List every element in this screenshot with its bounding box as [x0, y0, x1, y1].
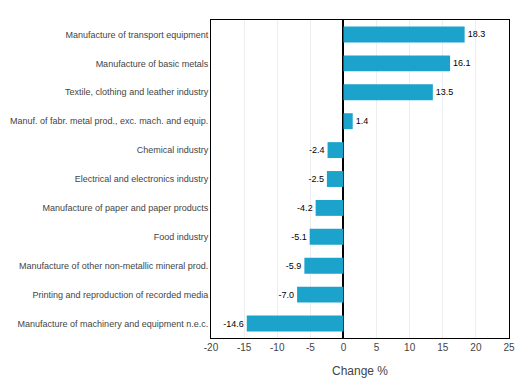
- svg-text:15: 15: [437, 342, 449, 353]
- svg-text:25: 25: [503, 342, 515, 353]
- svg-text:1.4: 1.4: [356, 116, 369, 126]
- svg-text:-2.5: -2.5: [308, 174, 324, 184]
- svg-text:-15: -15: [237, 342, 252, 353]
- svg-text:Electrical and electronics ind: Electrical and electronics industry: [75, 174, 209, 184]
- svg-text:-7.0: -7.0: [279, 290, 295, 300]
- svg-text:Printing and reproduction of r: Printing and reproduction of recorded me…: [33, 290, 209, 300]
- svg-text:16.1: 16.1: [453, 58, 471, 68]
- svg-text:Manufacture of transport equip: Manufacture of transport equipment: [66, 30, 209, 40]
- svg-text:Manufacture of machinery and e: Manufacture of machinery and equipment n…: [18, 319, 209, 329]
- svg-text:Manufacture of basic metals: Manufacture of basic metals: [96, 59, 209, 69]
- svg-text:Manufacture of other non-metal: Manufacture of other non-metallic minera…: [19, 261, 208, 271]
- svg-text:5: 5: [374, 342, 380, 353]
- svg-text:0: 0: [341, 342, 347, 353]
- svg-text:Manuf. of fabr. metal prod., e: Manuf. of fabr. metal prod., exc. mach. …: [10, 116, 208, 126]
- svg-text:Change %: Change %: [332, 364, 388, 378]
- svg-text:-5.1: -5.1: [291, 232, 307, 242]
- svg-text:Textile, clothing and leather: Textile, clothing and leather industry: [65, 87, 209, 97]
- svg-text:-10: -10: [270, 342, 285, 353]
- svg-text:20: 20: [470, 342, 482, 353]
- svg-text:13.5: 13.5: [436, 87, 454, 97]
- svg-text:-2.4: -2.4: [309, 145, 325, 155]
- svg-text:18.3: 18.3: [468, 29, 486, 39]
- svg-text:10: 10: [404, 342, 416, 353]
- svg-text:Manufacture of paper and paper: Manufacture of paper and paper products: [43, 203, 209, 213]
- svg-text:-4.2: -4.2: [297, 203, 313, 213]
- svg-text:-14.6: -14.6: [223, 319, 244, 329]
- svg-text:-5.9: -5.9: [286, 261, 302, 271]
- svg-text:-20: -20: [204, 342, 219, 353]
- svg-text:-5: -5: [306, 342, 315, 353]
- svg-text:Food industry: Food industry: [154, 232, 209, 242]
- svg-text:Chemical industry: Chemical industry: [137, 145, 209, 155]
